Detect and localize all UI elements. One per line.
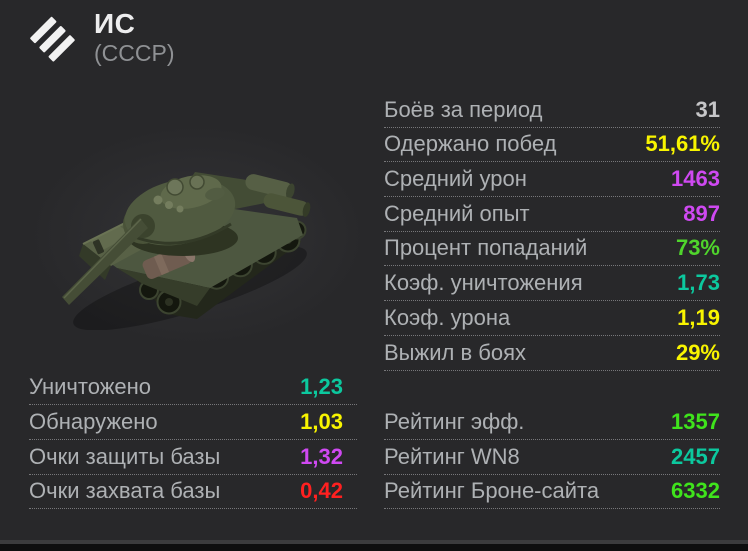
stat-value: 897 — [683, 200, 720, 226]
battle-performance-list: Уничтожено 1,23 Обнаружено 1,03 Очки защ… — [29, 371, 357, 510]
stat-label: Обнаружено — [29, 408, 158, 434]
stat-value: 6332 — [671, 478, 720, 504]
stat-row: Коэф. урона 1,19 — [384, 301, 720, 336]
stat-value: 29% — [675, 339, 720, 365]
rating-row: Рейтинг эфф. 1357 — [384, 405, 720, 440]
stat-row: Выжил в боях 29% — [384, 336, 720, 371]
stat-value: 31 — [695, 96, 720, 122]
stat-row: Очки захвата базы 0,42 — [29, 475, 357, 510]
stat-row: Боёв за период 31 — [384, 93, 720, 128]
stat-label: Процент попаданий — [384, 235, 588, 261]
stat-row: Одержано побед 51,61% — [384, 128, 720, 163]
rating-row: Рейтинг WN8 2457 — [384, 440, 720, 475]
stat-value: 73% — [675, 235, 720, 261]
stat-value: 1,19 — [677, 304, 720, 330]
stat-row: Уничтожено 1,23 — [29, 371, 357, 406]
stat-label: Рейтинг эфф. — [384, 408, 525, 434]
stat-label: Рейтинг Броне-сайта — [384, 478, 600, 504]
stat-value: 1357 — [671, 408, 720, 434]
stat-value: 1,32 — [300, 443, 343, 469]
rating-row: Рейтинг Броне-сайта 6332 — [384, 475, 720, 510]
heavy-tank-class-icon — [30, 16, 75, 62]
stat-value: 0,42 — [300, 478, 343, 504]
period-stats-list: Боёв за период 31 Одержано побед 51,61% … — [384, 93, 720, 510]
stat-value: 1,03 — [300, 408, 343, 434]
is-tank-render — [62, 172, 311, 330]
stat-label: Рейтинг WN8 — [384, 443, 520, 469]
stat-value: 1463 — [671, 166, 720, 192]
stat-label: Очки защиты базы — [29, 443, 221, 469]
stat-row: Очки защиты базы 1,32 — [29, 440, 357, 475]
stat-label: Выжил в боях — [384, 339, 526, 365]
stat-value: 51,61% — [645, 131, 720, 157]
ratings-gap — [384, 371, 720, 406]
tank-nation: (СССР) — [94, 40, 175, 66]
stat-row: Коэф. уничтожения 1,73 — [384, 266, 720, 302]
tank-name: ИС — [94, 8, 136, 39]
panel-bottom-edge — [0, 540, 748, 544]
stat-value: 2457 — [671, 443, 720, 469]
stat-label: Одержано побед — [384, 131, 557, 157]
stat-row: Обнаружено 1,03 — [29, 405, 357, 440]
stat-value: 1,23 — [300, 374, 343, 400]
stat-label: Коэф. уничтожения — [384, 270, 583, 296]
stat-label: Коэф. урона — [384, 304, 511, 330]
stat-label: Средний урон — [384, 166, 527, 192]
stat-row: Средний урон 1463 — [384, 162, 720, 198]
stat-value: 1,73 — [677, 270, 720, 296]
stat-label: Уничтожено — [29, 374, 152, 400]
stat-label: Очки захвата базы — [29, 478, 221, 504]
stat-row: Процент попаданий 73% — [384, 232, 720, 267]
stat-row: Средний опыт 897 — [384, 197, 720, 232]
stat-label: Средний опыт — [384, 200, 530, 226]
stat-label: Боёв за период — [384, 96, 543, 122]
